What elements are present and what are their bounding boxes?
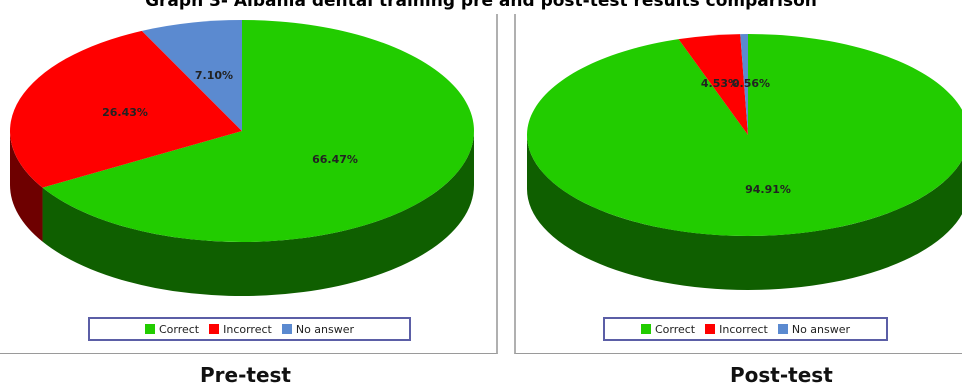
post-test-caption: Post-test	[730, 363, 833, 387]
legend-label-incorrect: Incorrect	[719, 322, 768, 336]
no-answer-swatch	[777, 324, 788, 334]
legend-label-no-answer: No answer	[295, 322, 355, 336]
pre-test-incorrect-slice	[9, 30, 242, 188]
pre-test-no-answer-label: 7.10%	[195, 69, 233, 82]
post-test-panel	[514, 14, 962, 354]
pre-test-no-answer-slice	[141, 20, 242, 131]
pre-test-correct-slice	[42, 20, 474, 242]
legend-item-correct: Correct	[640, 322, 696, 336]
legend-item-correct: Correct	[144, 322, 200, 336]
pre-test-legend: Correct Incorrect No answer	[88, 317, 411, 341]
post-test-legend: Correct Incorrect No answer	[603, 317, 888, 341]
correct-swatch	[144, 324, 155, 334]
post-test-incorrect-label: 4.53%	[701, 77, 739, 90]
correct-swatch	[640, 324, 651, 334]
no-answer-swatch	[281, 324, 292, 334]
legend-item-no-answer: No answer	[777, 322, 851, 336]
legend-item-no-answer: No answer	[281, 322, 355, 336]
legend-item-incorrect: Incorrect	[209, 323, 272, 336]
legend-label-correct: Correct	[654, 322, 696, 336]
pre-test-incorrect-side	[10, 131, 43, 242]
legend-item-incorrect: Incorrect	[705, 323, 768, 336]
post-test-correct-side	[527, 135, 962, 290]
post-test-correct-slice	[527, 34, 962, 236]
pre-test-correct-side	[42, 131, 474, 296]
post-test-correct-label: 94.91%	[745, 183, 791, 196]
post-test-incorrect-slice	[678, 34, 748, 135]
pre-test-caption: Pre-test	[200, 363, 291, 387]
pre-test-panel	[0, 14, 498, 354]
post-test-no-answer-label: 0.56%	[732, 77, 770, 90]
incorrect-swatch	[705, 324, 716, 334]
pre-test-correct-label: 66.47%	[312, 153, 358, 166]
legend-label-correct: Correct	[158, 322, 200, 336]
incorrect-swatch	[209, 324, 220, 334]
pre-test-incorrect-label: 26.43%	[102, 106, 148, 119]
post-test-no-answer-slice	[740, 34, 748, 135]
chart-title: Graph 3- Albania dental training pre and…	[145, 0, 817, 11]
legend-label-no-answer: No answer	[791, 322, 851, 336]
legend-label-incorrect: Incorrect	[223, 322, 272, 336]
